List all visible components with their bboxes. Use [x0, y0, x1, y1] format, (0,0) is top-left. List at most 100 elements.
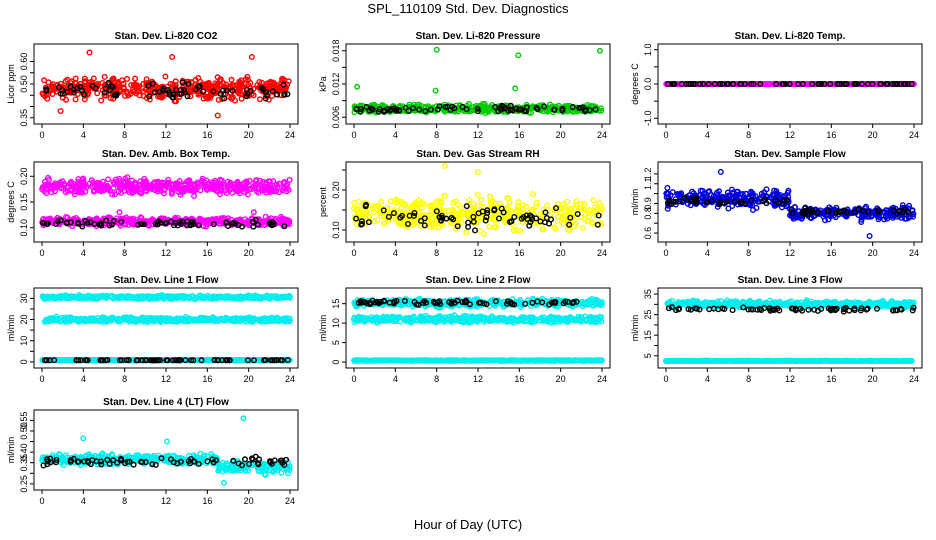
x-tick-label: 16 [202, 130, 212, 140]
data-point [210, 221, 217, 228]
data-point [194, 181, 201, 188]
data-point [154, 221, 161, 228]
data-point [41, 178, 48, 185]
data-point [259, 181, 266, 188]
data-point [172, 98, 179, 105]
data-point [415, 197, 422, 204]
data-point [143, 188, 150, 195]
data-point [39, 219, 46, 226]
data-point [593, 206, 600, 213]
x-tick-label: 24 [285, 130, 295, 140]
data-point [427, 106, 434, 113]
data-point [204, 218, 211, 225]
data-point [223, 219, 230, 226]
data-point [195, 222, 202, 229]
data-point [687, 80, 694, 87]
x-tick-label: 0 [351, 130, 356, 140]
data-point [757, 80, 764, 87]
data-point [825, 208, 832, 215]
x-tick-label: 8 [434, 248, 439, 258]
data-point [501, 217, 508, 224]
data-point [681, 195, 688, 202]
data-point [519, 205, 526, 212]
y-axis-label: degrees C [6, 181, 16, 223]
data-point [237, 81, 244, 88]
data-point [717, 168, 724, 175]
data-point [365, 219, 372, 226]
data-point [198, 216, 205, 223]
data-point [227, 294, 234, 301]
data-point [282, 317, 289, 324]
data-point [894, 210, 901, 217]
data-point [180, 294, 187, 301]
data-point [259, 85, 266, 92]
data-point [458, 219, 465, 226]
data-point [126, 317, 133, 324]
data-point [219, 87, 226, 94]
data-point [267, 184, 274, 191]
data-point [579, 225, 586, 232]
data-point [203, 186, 210, 193]
x-tick-label: 20 [868, 130, 878, 140]
data-point [201, 295, 208, 302]
data-point [285, 78, 292, 85]
data-point [474, 108, 481, 115]
data-point [108, 221, 115, 228]
data-point [773, 188, 780, 195]
data-point [169, 54, 176, 61]
data-point [454, 223, 461, 230]
data-point [203, 183, 210, 190]
data-point [108, 292, 115, 299]
data-point [57, 107, 64, 114]
data-point [422, 108, 429, 115]
data-point [585, 209, 592, 216]
data-point [116, 209, 123, 216]
data-point [111, 180, 118, 187]
data-point [470, 216, 477, 223]
data-point [359, 220, 366, 227]
data-point [41, 294, 48, 301]
data-point [170, 222, 177, 229]
data-point [384, 217, 391, 224]
data-point [165, 89, 172, 96]
data-point [203, 223, 210, 230]
data-point [45, 174, 52, 181]
data-points [663, 80, 917, 87]
data-points [39, 292, 293, 364]
data-point [176, 218, 183, 225]
data-point [910, 210, 917, 217]
data-point [474, 191, 481, 198]
chart-title: Stan. Dev. Sample Flow [734, 149, 846, 160]
data-point [134, 296, 141, 303]
data-point [134, 221, 141, 228]
data-point [500, 103, 507, 110]
data-point [250, 209, 257, 216]
data-point [172, 293, 179, 300]
data-point [763, 186, 770, 193]
data-point [727, 80, 734, 87]
data-point [887, 212, 894, 219]
data-points [351, 46, 605, 117]
data-point [119, 293, 126, 300]
data-point [362, 203, 369, 210]
data-point [218, 177, 225, 184]
data-point [117, 215, 124, 222]
x-tick-label: 4 [81, 374, 86, 384]
y-axis-label: Licor ppm [6, 64, 16, 104]
data-point [271, 293, 278, 300]
data-point [387, 107, 394, 114]
data-point [492, 103, 499, 110]
data-point [463, 229, 470, 236]
data-point [81, 75, 88, 82]
data-point [185, 186, 192, 193]
data-point [243, 185, 250, 192]
y-tick-label: 0.10 [19, 219, 29, 237]
data-point [510, 227, 517, 234]
data-point [149, 80, 156, 87]
data-point [452, 198, 459, 205]
data-point [98, 316, 105, 323]
data-point [678, 80, 685, 87]
data-point [721, 200, 728, 207]
data-point [223, 87, 230, 94]
